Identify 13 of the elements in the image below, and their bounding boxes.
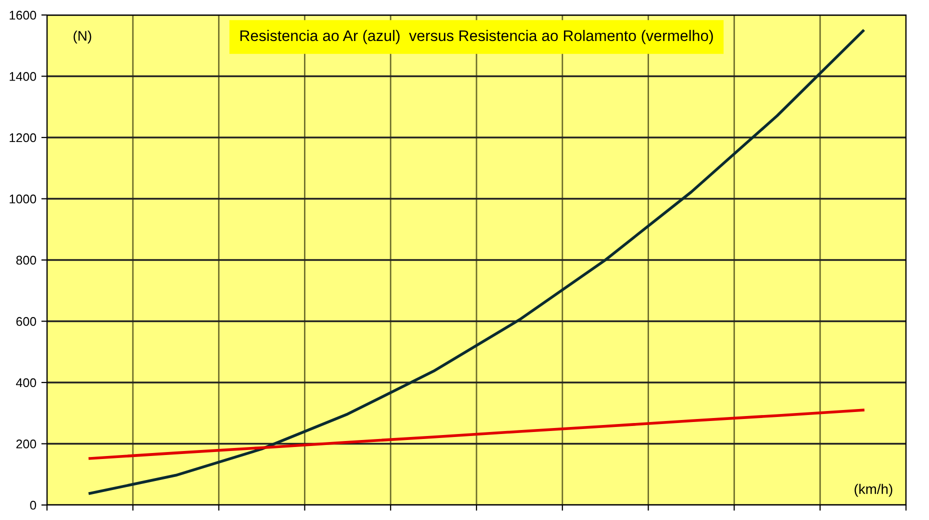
annotation: (N) (74, 30, 92, 44)
y-tick-label: 1200 (10, 133, 36, 142)
line-series (88, 408, 864, 460)
y-tick-label: 600 (16, 317, 36, 326)
y-tick-label: 800 (16, 256, 36, 265)
annotation: (km/h) (854, 484, 892, 497)
y-tick-label: 1600 (10, 10, 36, 20)
y-tick-label: 0 (30, 500, 36, 510)
y-tick-label: 200 (16, 440, 36, 448)
text: Resistencia ao Ar (azul) versus Resistencia ao Rolamento (vermelho) (240, 30, 713, 44)
y-tick-label: 400 (16, 378, 36, 388)
y-tick-label: 1400 (10, 72, 36, 81)
y-tick-label: 1000 (10, 194, 36, 204)
